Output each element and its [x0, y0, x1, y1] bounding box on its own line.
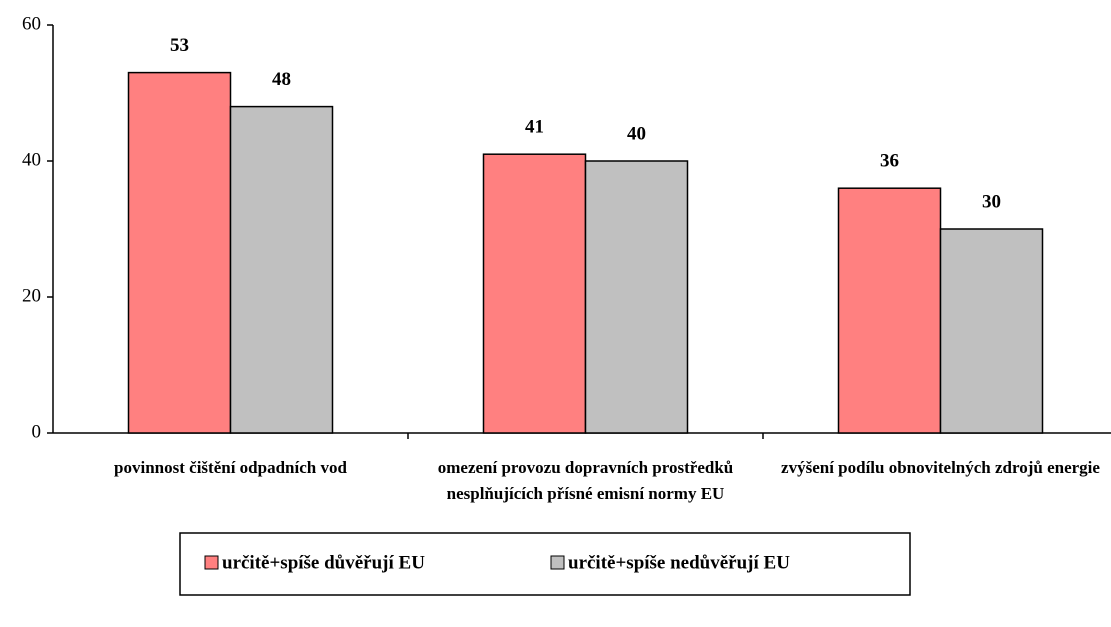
- data-label: 36: [880, 151, 899, 172]
- legend-label: určitě+spíše nedůvěřují EU: [568, 552, 790, 573]
- bar: [939, 228, 1044, 434]
- legend-swatch: [204, 555, 219, 570]
- data-label: 40: [627, 123, 646, 144]
- bar: [482, 153, 587, 434]
- data-label: 30: [982, 191, 1001, 212]
- x-tick-label: omezení provozu dopravních prostředků ne…: [437, 458, 734, 503]
- y-tick-label: 0: [32, 421, 42, 442]
- bar: [127, 71, 232, 434]
- bar: [837, 187, 942, 434]
- legend-label: určitě+spíše důvěřují EU: [222, 552, 425, 573]
- data-label: 41: [525, 117, 544, 138]
- data-label: 53: [170, 35, 189, 56]
- x-tick-label: povinnost čištění odpadních vod: [114, 458, 347, 477]
- bar: [584, 160, 689, 434]
- bar: [229, 105, 334, 434]
- y-tick-label: 20: [22, 285, 41, 306]
- data-label: 48: [272, 69, 291, 90]
- legend-box: [179, 532, 911, 596]
- legend-swatch: [550, 555, 565, 570]
- y-tick-label: 60: [22, 13, 41, 34]
- y-tick-label: 40: [22, 149, 41, 170]
- x-tick-label: zvýšení podílu obnovitelných zdrojů ener…: [781, 458, 1100, 477]
